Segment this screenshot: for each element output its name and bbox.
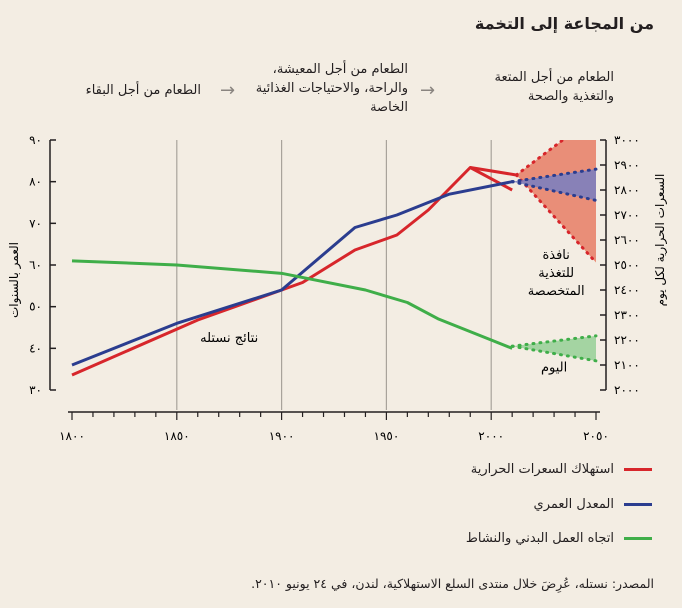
projection-dotted-line: [514, 173, 598, 264]
left-axis: ٣٠ ٤٠ ٥٠ ٦٠ ٧٠ ٨٠ ٩٠: [29, 133, 56, 397]
right-tick-label: ٢٤٠٠: [614, 283, 640, 297]
right-tick-label: ٢٢٠٠: [614, 333, 640, 347]
legend-item-life: المعدل العمري: [534, 493, 652, 515]
annotation-window-line: المتخصصة: [528, 284, 585, 299]
legend-label: اتجاه العمل البدني والنشاط: [465, 530, 614, 546]
source-note: المصدر: نستله، عُرِضَ خلال منتدى السلع ا…: [251, 576, 654, 591]
x-tick-label: ٢٠٥٠: [583, 429, 609, 443]
legend-swatch: [624, 536, 652, 540]
left-tick-label: ٨٠: [29, 175, 42, 189]
left-tick-label: ٥٠: [29, 300, 42, 314]
projection-fan: [512, 169, 596, 201]
projection-dotted-line: [510, 344, 598, 363]
left-tick-label: ٩٠: [29, 133, 42, 147]
annotation-nestle: نتائج نستله: [200, 331, 258, 346]
annotations: نتائج نستله نافذة للتغذية المتخصصة اليوم: [200, 248, 584, 376]
page-title: من المجاعة إلى التخمة: [474, 14, 654, 33]
legend-label: المعدل العمري: [533, 496, 614, 512]
annotation-window-line: للتغذية: [538, 266, 574, 281]
projection-fans: [510, 140, 598, 363]
arrow-right-icon: →: [420, 80, 436, 101]
right-tick-label: ٢٥٠٠: [614, 258, 640, 272]
legend-swatch: [624, 467, 652, 471]
stage-living: الطعام من أجل المعيشة، والراحة، والاحتيا…: [255, 62, 408, 115]
x-tick-label: ٢٠٠٠: [478, 429, 504, 443]
annotation-today: اليوم: [541, 360, 567, 375]
right-tick-label: ٢٨٠٠: [614, 183, 640, 197]
left-tick-label: ٦٠: [29, 258, 42, 272]
x-tick-label: ١٩٠٠: [269, 429, 295, 443]
stage-pleasure: الطعام من أجل المتعة والتغذية والصحة: [494, 70, 614, 104]
projection-fan: [512, 335, 596, 361]
stage-survival: الطعام من أجل البقاء: [85, 83, 201, 98]
left-tick-label: ٧٠: [29, 216, 42, 230]
projection-dotted-line: [514, 140, 566, 177]
x-axis: ١٨٠٠ ١٨٥٠ ١٩٠٠ ١٩٥٠ ٢٠٠٠ ٢٠٥٠: [59, 411, 609, 443]
arrow-right-icon: →: [220, 80, 236, 101]
series-line: [71, 180, 513, 367]
x-tick-label: ١٩٥٠: [374, 429, 400, 443]
right-tick-label: ٢٧٠٠: [614, 208, 640, 222]
left-tick-label: ٤٠: [29, 341, 42, 355]
annotation-window-line: نافذة: [542, 248, 569, 263]
legend-swatch: [624, 502, 652, 506]
right-tick-label: ٢١٠٠: [614, 358, 640, 372]
right-tick-label: ٢٩٠٠: [614, 158, 640, 172]
right-tick-label: ٢٦٠٠: [614, 233, 640, 247]
y-axis-label-left: العمر بالسنوات: [7, 242, 22, 318]
vertical-gridlines: [176, 140, 492, 410]
right-tick-label: ٢٣٠٠: [614, 308, 640, 322]
series-line-branch: [469, 166, 517, 177]
right-tick-label: ٣٠٠٠: [614, 133, 640, 147]
legend-item-calories: استهلاك السعرات الحرارية: [471, 458, 652, 480]
projection-fan: [516, 140, 596, 263]
y-axis-label-right: السعرات الحرارية لكل يوم: [653, 174, 668, 307]
right-tick-label: ٢٠٠٠: [614, 383, 640, 397]
x-tick-label: ١٨٠٠: [59, 429, 85, 443]
legend-label: استهلاك السعرات الحرارية: [470, 461, 614, 477]
series-lines: [71, 166, 517, 377]
legend-item-activity: اتجاه العمل البدني والنشاط: [466, 527, 652, 549]
projection-dotted-line: [510, 334, 598, 348]
projection-dotted-line: [510, 180, 598, 202]
left-tick-label: ٣٠: [29, 383, 42, 397]
right-axis: ٢٠٠٠ ٢١٠٠ ٢٢٠٠ ٢٣٠٠ ٢٤٠٠ ٢٥٠٠ ٢٦٠٠ ٢٧٠٠ ٢٨٠٠ ٢٩٠٠…: [600, 133, 640, 397]
series-line: [71, 166, 513, 377]
series-line: [71, 259, 513, 350]
projection-dotted-line: [510, 167, 598, 184]
x-tick-label: ١٨٥٠: [164, 429, 190, 443]
